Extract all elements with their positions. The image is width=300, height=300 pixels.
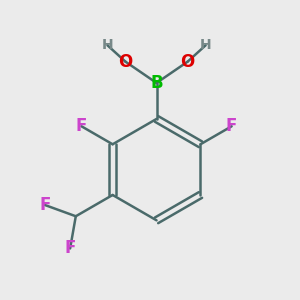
- Text: H: H: [102, 38, 113, 52]
- Text: H: H: [200, 38, 212, 52]
- Text: F: F: [39, 196, 51, 214]
- Text: F: F: [76, 117, 87, 135]
- Text: O: O: [118, 53, 133, 71]
- Text: F: F: [226, 117, 237, 135]
- Text: O: O: [181, 53, 195, 71]
- Text: B: B: [150, 74, 163, 92]
- Text: F: F: [64, 239, 76, 257]
